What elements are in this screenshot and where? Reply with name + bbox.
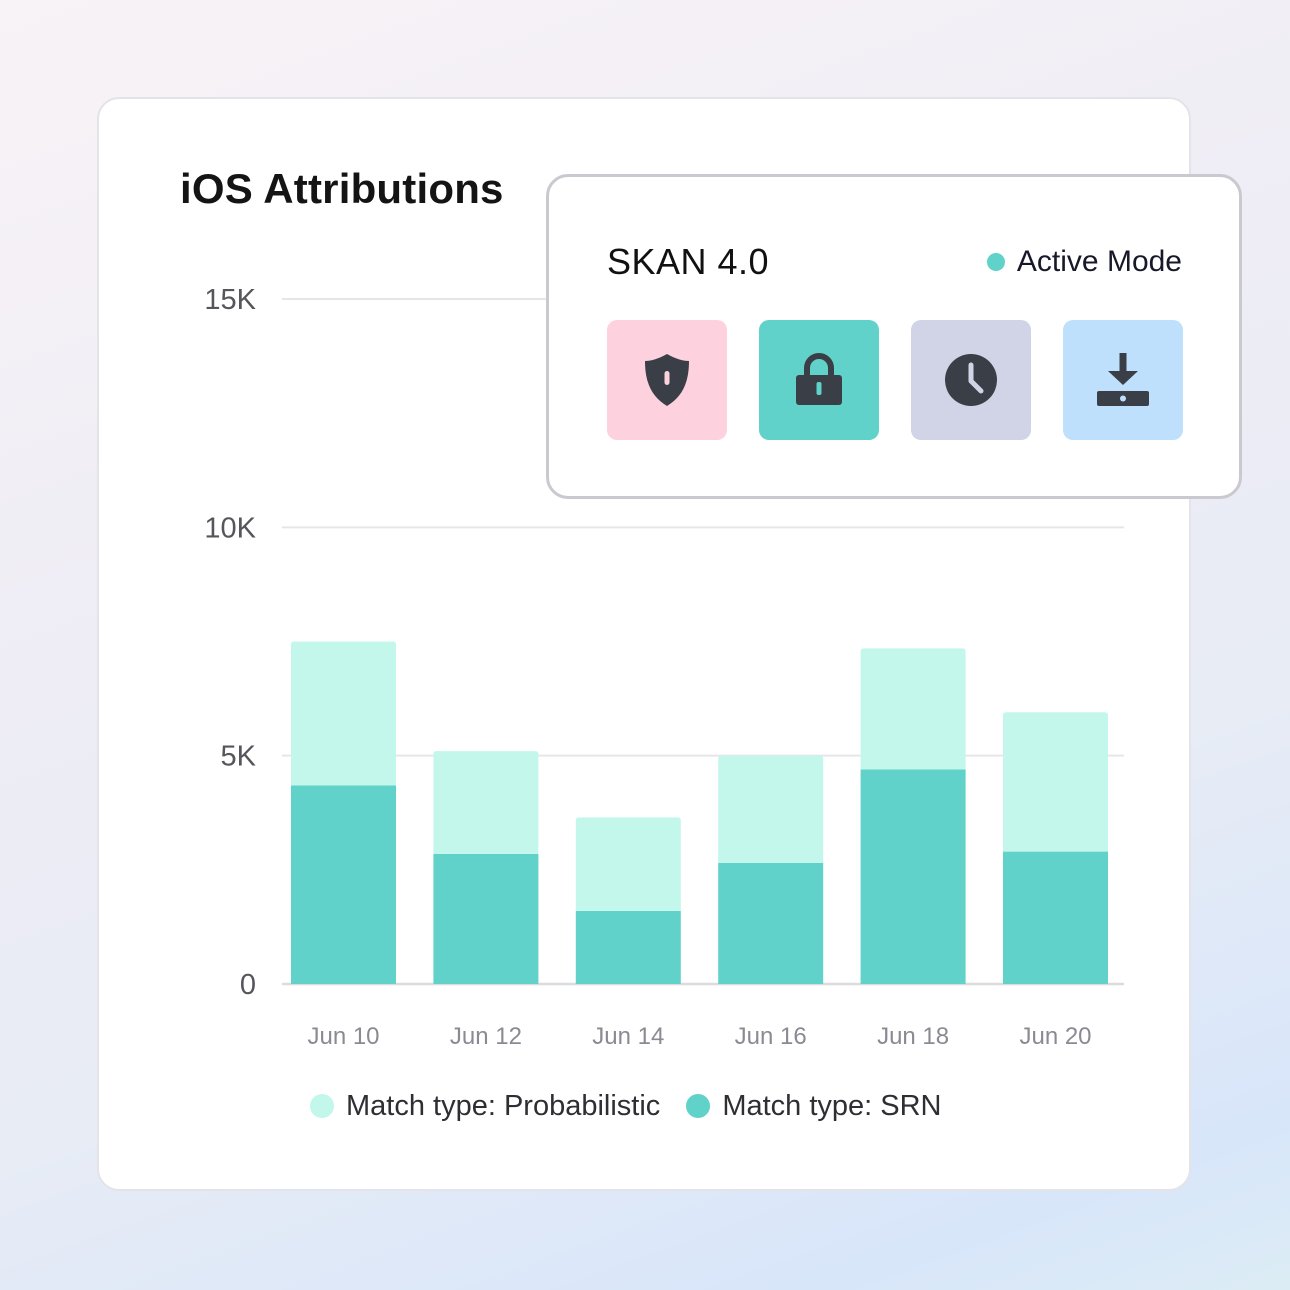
chart-legend: Match type: Probabilistic Match type: SR… <box>310 1086 942 1126</box>
x-tick-labels: Jun 10 Jun 12 Jun 14 Jun 16 Jun 18 Jun 20 <box>307 1023 1091 1050</box>
legend-label-probabilistic: Match type: Probabilistic <box>346 1089 661 1122</box>
y-tick-label: 5K <box>221 741 257 773</box>
legend-label-srn: Match type: SRN <box>722 1089 942 1122</box>
bars <box>291 641 1108 984</box>
bar-probabilistic <box>1003 712 1108 852</box>
legend-swatch-probabilistic <box>310 1094 334 1118</box>
y-tick-label: 10K <box>204 512 256 544</box>
legend-item-probabilistic[interactable]: Match type: Probabilistic <box>310 1090 660 1123</box>
download-tile[interactable] <box>1063 320 1183 440</box>
clock-icon <box>945 354 997 406</box>
bar-probabilistic <box>860 648 966 770</box>
y-tick-labels: 0 5K 10K 15K <box>204 284 256 1001</box>
lock-icon <box>796 353 842 405</box>
y-tick-label: 0 <box>240 969 256 1001</box>
card-title: iOS Attributions <box>180 165 504 212</box>
bar-probabilistic <box>718 755 824 863</box>
lock-tile[interactable] <box>759 320 879 440</box>
legend-swatch-srn <box>686 1094 711 1118</box>
x-tick-label: Jun 20 <box>1019 1023 1091 1050</box>
bar-probabilistic <box>433 751 539 854</box>
status-indicator: Active Mode <box>986 245 1182 279</box>
popup-title: SKAN 4.0 <box>607 241 770 282</box>
y-tick-label: 15K <box>204 284 256 316</box>
x-tick-label: Jun 14 <box>592 1023 664 1050</box>
bar-srn <box>291 785 396 984</box>
x-tick-label: Jun 16 <box>735 1023 807 1050</box>
download-icon <box>1097 353 1149 406</box>
shield-tile[interactable] <box>607 320 727 440</box>
x-tick-label: Jun 12 <box>450 1023 522 1050</box>
legend-item-srn[interactable]: Match type: SRN <box>686 1089 942 1123</box>
status-label: Active Mode <box>1016 245 1182 278</box>
x-tick-label: Jun 18 <box>877 1023 949 1050</box>
bar-probabilistic <box>575 817 681 911</box>
bar-srn <box>860 769 966 984</box>
bar-srn <box>433 853 539 984</box>
status-dot <box>986 253 1005 271</box>
bar-srn <box>1003 851 1108 984</box>
bar-srn <box>718 862 824 984</box>
bar-probabilistic <box>291 641 396 786</box>
shield-icon <box>645 354 689 406</box>
bar-srn <box>575 910 681 984</box>
clock-tile[interactable] <box>911 320 1031 440</box>
x-tick-label: Jun 10 <box>307 1023 379 1050</box>
skan-popup: SKAN 4.0 Active Mode <box>546 174 1242 499</box>
